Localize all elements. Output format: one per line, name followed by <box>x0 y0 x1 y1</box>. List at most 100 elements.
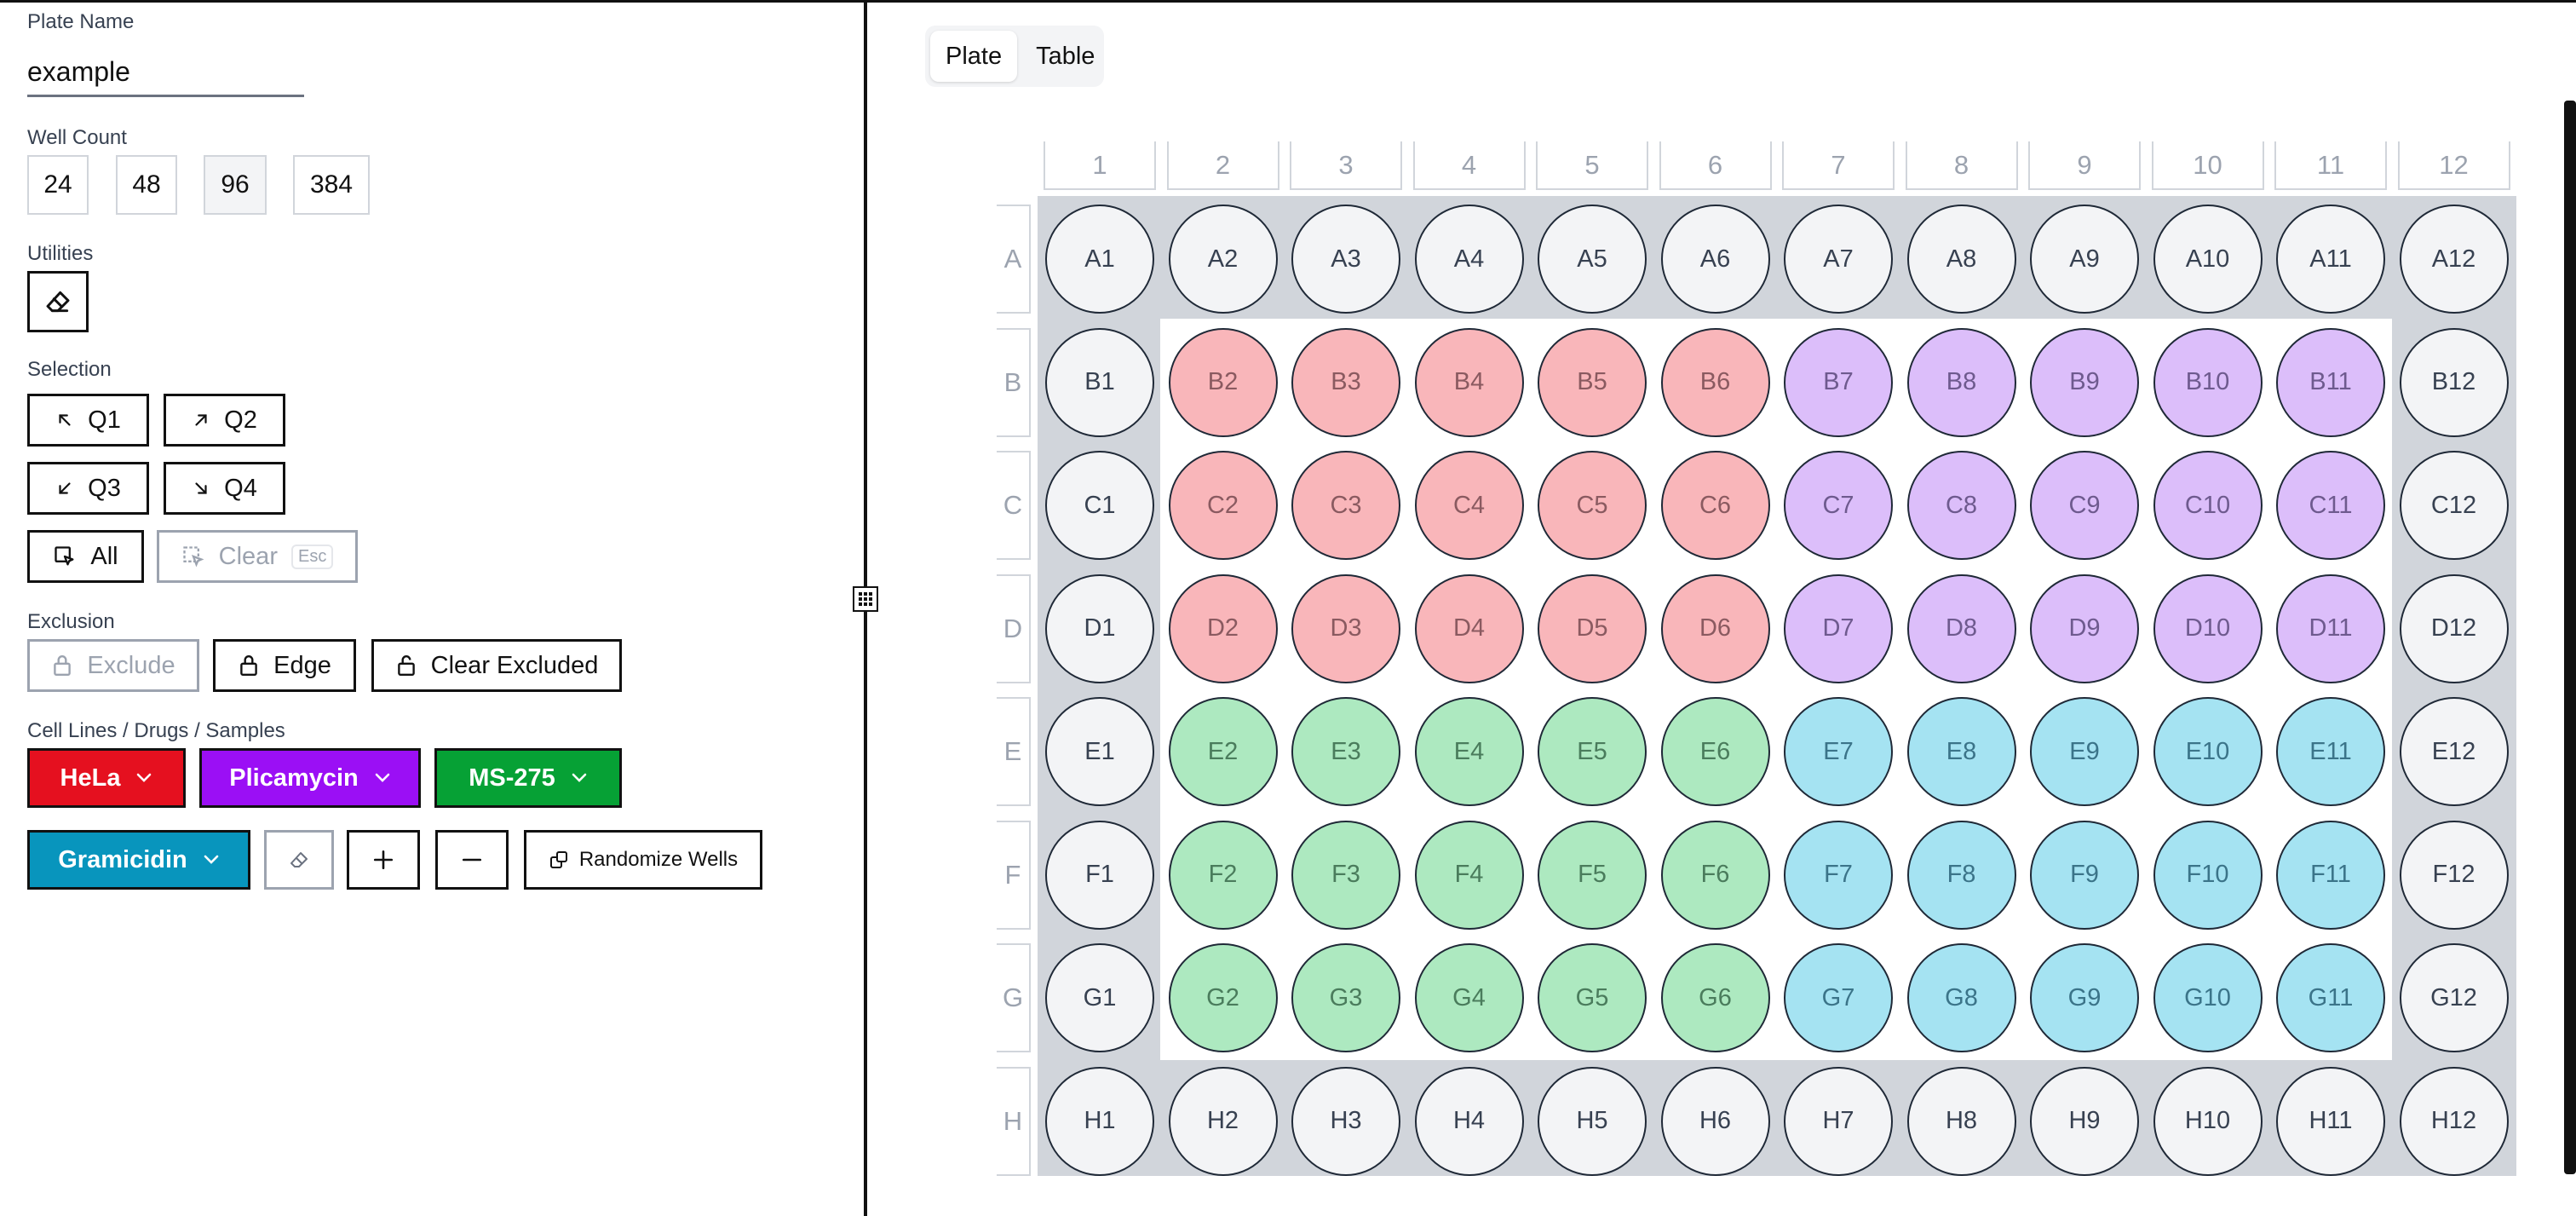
well[interactable]: B9 <box>2030 327 2139 437</box>
select-q1-button[interactable]: Q1 <box>27 394 149 447</box>
well[interactable]: C4 <box>1414 451 1524 560</box>
add-sample-button[interactable] <box>347 830 420 890</box>
well-count-96-button[interactable]: 96 <box>204 155 267 215</box>
well[interactable]: A2 <box>1168 205 1278 314</box>
well[interactable]: G11 <box>2276 943 2385 1052</box>
select-q3-button[interactable]: Q3 <box>27 462 149 515</box>
well[interactable]: H4 <box>1414 1066 1524 1176</box>
well[interactable]: C12 <box>2399 451 2509 560</box>
well[interactable]: C2 <box>1168 451 1278 560</box>
well[interactable]: F11 <box>2276 820 2385 930</box>
column-header[interactable]: 1 <box>1044 141 1156 190</box>
well[interactable]: E10 <box>2153 697 2263 806</box>
clear-excluded-button[interactable]: Clear Excluded <box>371 639 622 692</box>
well[interactable]: B7 <box>1784 327 1893 437</box>
well[interactable]: G12 <box>2399 943 2509 1052</box>
column-header[interactable]: 2 <box>1166 141 1279 190</box>
well[interactable]: B6 <box>1660 327 1770 437</box>
exclude-button[interactable]: Exclude <box>27 639 199 692</box>
well[interactable]: F1 <box>1045 820 1154 930</box>
well[interactable]: E1 <box>1045 697 1154 806</box>
well[interactable]: A8 <box>1906 205 2016 314</box>
well[interactable]: E11 <box>2276 697 2385 806</box>
well[interactable]: G8 <box>1906 943 2016 1052</box>
well[interactable]: C8 <box>1906 451 2016 560</box>
tab-table[interactable]: Table <box>1036 42 1095 70</box>
well[interactable]: F12 <box>2399 820 2509 930</box>
plate-name-input[interactable] <box>27 43 304 97</box>
well[interactable]: H3 <box>1291 1066 1400 1176</box>
well[interactable]: E8 <box>1906 697 2016 806</box>
column-header[interactable]: 12 <box>2397 141 2510 190</box>
well[interactable]: G5 <box>1538 943 1647 1052</box>
well[interactable]: H7 <box>1784 1066 1893 1176</box>
column-header[interactable]: 10 <box>2151 141 2264 190</box>
well[interactable]: G1 <box>1045 943 1154 1052</box>
well[interactable]: B1 <box>1045 327 1154 437</box>
well[interactable]: H2 <box>1168 1066 1278 1176</box>
tab-plate[interactable]: Plate <box>930 31 1018 82</box>
well[interactable]: D9 <box>2030 573 2139 683</box>
column-header[interactable]: 6 <box>1659 141 1772 190</box>
well[interactable]: D11 <box>2276 573 2385 683</box>
column-header[interactable]: 3 <box>1290 141 1402 190</box>
well-count-384-button[interactable]: 384 <box>293 155 370 215</box>
exclude-edge-button[interactable]: Edge <box>213 639 356 692</box>
well[interactable]: B2 <box>1168 327 1278 437</box>
well[interactable]: B11 <box>2276 327 2385 437</box>
well[interactable]: F7 <box>1784 820 1893 930</box>
column-header[interactable]: 9 <box>2028 141 2141 190</box>
well[interactable]: A12 <box>2399 205 2509 314</box>
row-header[interactable]: C <box>997 451 1031 560</box>
row-header[interactable]: G <box>997 943 1031 1052</box>
well[interactable]: E5 <box>1538 697 1647 806</box>
well[interactable]: F9 <box>2030 820 2139 930</box>
select-all-button[interactable]: All <box>27 530 144 583</box>
well[interactable]: E9 <box>2030 697 2139 806</box>
sample-hela-dropdown[interactable]: HeLa <box>27 748 186 808</box>
well[interactable]: D6 <box>1660 573 1770 683</box>
well[interactable]: B5 <box>1538 327 1647 437</box>
well[interactable]: F8 <box>1906 820 2016 930</box>
sample-ms275-dropdown[interactable]: MS-275 <box>434 748 622 808</box>
column-header[interactable]: 11 <box>2274 141 2387 190</box>
well-count-24-button[interactable]: 24 <box>27 155 89 215</box>
well[interactable]: F6 <box>1660 820 1770 930</box>
resize-handle[interactable] <box>853 586 878 612</box>
column-header[interactable]: 7 <box>1782 141 1895 190</box>
well[interactable]: H9 <box>2030 1066 2139 1176</box>
well[interactable]: B12 <box>2399 327 2509 437</box>
well[interactable]: B8 <box>1906 327 2016 437</box>
well[interactable]: H6 <box>1660 1066 1770 1176</box>
well[interactable]: A1 <box>1045 205 1154 314</box>
well[interactable]: A10 <box>2153 205 2263 314</box>
well[interactable]: H8 <box>1906 1066 2016 1176</box>
well[interactable]: D10 <box>2153 573 2263 683</box>
sample-gramicidin-dropdown[interactable]: Gramicidin <box>27 830 250 890</box>
well[interactable]: E7 <box>1784 697 1893 806</box>
erase-sample-button[interactable] <box>264 830 334 890</box>
randomize-wells-button[interactable]: Randomize Wells <box>524 830 762 890</box>
well[interactable]: E12 <box>2399 697 2509 806</box>
well[interactable]: D5 <box>1538 573 1647 683</box>
well[interactable]: F2 <box>1168 820 1278 930</box>
row-header[interactable]: H <box>997 1066 1031 1176</box>
well[interactable]: A4 <box>1414 205 1524 314</box>
well[interactable]: G6 <box>1660 943 1770 1052</box>
select-q4-button[interactable]: Q4 <box>164 462 285 515</box>
well[interactable]: B4 <box>1414 327 1524 437</box>
well[interactable]: H11 <box>2276 1066 2385 1176</box>
eraser-tool-button[interactable] <box>27 271 89 332</box>
column-header[interactable]: 5 <box>1536 141 1648 190</box>
well[interactable]: B3 <box>1291 327 1400 437</box>
well[interactable]: H12 <box>2399 1066 2509 1176</box>
clear-selection-button[interactable]: Clear Esc <box>157 530 358 583</box>
well[interactable]: G10 <box>2153 943 2263 1052</box>
column-header[interactable]: 4 <box>1412 141 1526 190</box>
remove-sample-button[interactable] <box>435 830 509 890</box>
sample-plicamycin-dropdown[interactable]: Plicamycin <box>199 748 421 808</box>
well[interactable]: G9 <box>2030 943 2139 1052</box>
well[interactable]: G7 <box>1784 943 1893 1052</box>
well-count-48-button[interactable]: 48 <box>116 155 177 215</box>
well[interactable]: D12 <box>2399 573 2509 683</box>
